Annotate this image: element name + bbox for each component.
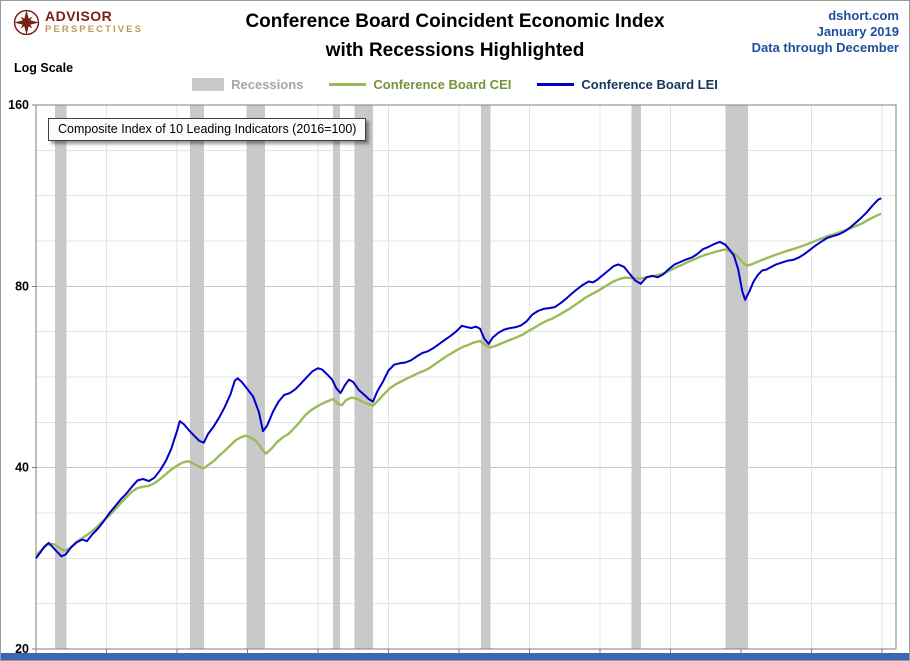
recession-band: [631, 105, 642, 649]
legend-label-cei: Conference Board CEI: [373, 77, 512, 92]
logo-perspectives-text: PERSPECTIVES: [45, 23, 144, 35]
recession-band: [246, 105, 266, 649]
source-site: dshort.com: [828, 8, 899, 23]
recession-band: [54, 105, 67, 649]
logo-advisor-text: ADVISOR: [45, 7, 113, 24]
bottom-bar: [1, 653, 909, 660]
lei-line-swatch: [537, 83, 575, 86]
recession-band: [333, 105, 341, 649]
cei-line-swatch: [329, 83, 367, 86]
source-note: Data through December: [751, 40, 899, 55]
compass-rose-icon: [13, 9, 40, 36]
lei-line: [35, 197, 882, 559]
legend-label-recessions: Recessions: [231, 77, 304, 92]
chart-title: Conference Board Coincident Economic Ind…: [181, 7, 729, 65]
y-tick-label: 80: [15, 279, 29, 293]
advisor-perspectives-logo: ADVISOR PERSPECTIVES: [13, 9, 143, 36]
chart-title-line2: with Recessions Highlighted: [325, 40, 585, 61]
log-scale-label: Log Scale: [14, 61, 74, 75]
legend-item-recessions: Recessions: [192, 77, 303, 92]
legend: Recessions Conference Board CEI Conferen…: [1, 77, 909, 92]
recession-band: [189, 105, 205, 649]
legend-item-lei: Conference Board LEI: [537, 77, 718, 92]
plot-border: [35, 104, 897, 650]
source-block: dshort.com January 2019 Data through Dec…: [752, 8, 899, 56]
annotation-box: Composite Index of 10 Leading Indicators…: [48, 118, 367, 141]
legend-item-cei: Conference Board CEI: [329, 77, 511, 92]
cei-line: [35, 212, 882, 557]
recession-band: [725, 105, 748, 649]
source-date: January 2019: [816, 24, 899, 39]
recession-swatch: [192, 78, 225, 91]
recession-band: [481, 105, 491, 649]
y-tick-label: 40: [15, 461, 29, 475]
chart-title-line1: Conference Board Coincident Economic Ind…: [245, 11, 665, 32]
y-tick-label: 20: [15, 642, 29, 656]
y-tick-label: 160: [8, 98, 29, 112]
recession-band: [354, 105, 374, 649]
legend-label-lei: Conference Board LEI: [581, 77, 718, 92]
